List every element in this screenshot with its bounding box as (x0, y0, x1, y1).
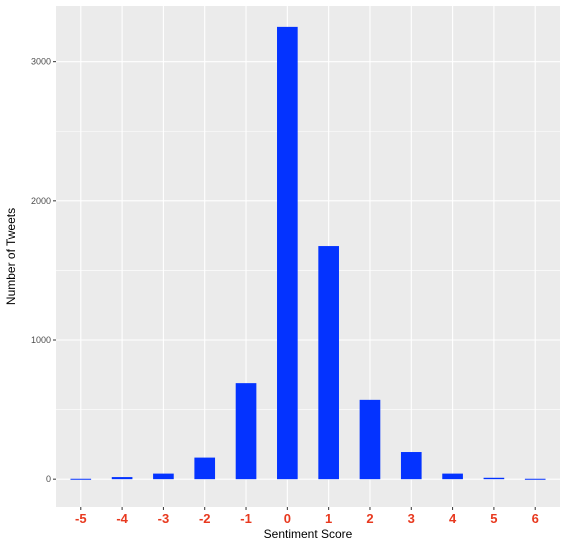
y-tick-label: 0 (46, 474, 51, 484)
bar (318, 246, 339, 480)
y-tick-label: 2000 (31, 196, 51, 206)
x-tick-label: 5 (490, 511, 497, 526)
bar (111, 477, 133, 480)
x-tick-label: -1 (240, 511, 252, 526)
y-tick-label: 1000 (31, 335, 51, 345)
x-tick-label: -2 (199, 511, 211, 526)
bar (483, 477, 505, 480)
x-tick-label: 4 (449, 511, 457, 526)
x-tick-label: 2 (366, 511, 373, 526)
x-tick-label: 6 (532, 511, 539, 526)
x-tick-label: 1 (325, 511, 332, 526)
plot-panel (56, 6, 560, 507)
y-axis-ticks: 0 1000 2000 3000 (31, 57, 56, 484)
bar (442, 473, 463, 480)
x-tick-label: -5 (75, 511, 87, 526)
x-axis-ticks: -5 -4 -3 -2 -1 0 1 2 3 4 5 6 (75, 507, 539, 526)
x-axis-title: Sentiment Score (264, 527, 353, 541)
minor-gridlines (56, 130, 560, 410)
x-tick-label: -4 (116, 511, 128, 526)
bar (400, 452, 422, 480)
bars (70, 26, 546, 480)
bar (277, 26, 298, 480)
bar (153, 473, 174, 480)
bar (194, 457, 216, 480)
bar (359, 399, 381, 480)
x-tick-label: 3 (408, 511, 415, 526)
bar (235, 383, 257, 480)
y-axis-title: Number of Tweets (4, 208, 18, 305)
bar (524, 478, 546, 480)
x-tick-label: -3 (158, 511, 170, 526)
x-tick-label: 0 (284, 511, 291, 526)
bar (70, 478, 92, 480)
y-tick-label: 3000 (31, 57, 51, 67)
